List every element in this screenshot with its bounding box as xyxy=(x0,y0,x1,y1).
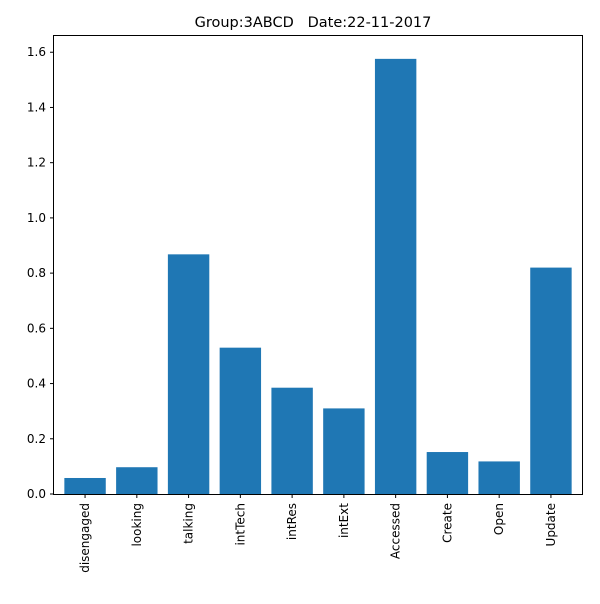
bar-disengaged xyxy=(64,477,106,494)
bar-inttech xyxy=(219,347,262,494)
chart-title: Group:3ABCD Date:22-11-2017 xyxy=(195,15,432,31)
y-tick-label: 1.2 xyxy=(27,156,46,170)
bars-group xyxy=(64,58,572,494)
x-tick-label: Create xyxy=(440,503,454,543)
y-tick-label: 0.2 xyxy=(27,432,46,446)
bar-intres xyxy=(271,387,313,494)
x-tick-label: Accessed xyxy=(389,503,403,559)
bar-open xyxy=(478,461,520,494)
y-tick-label: 0.8 xyxy=(27,266,46,280)
bar-accessed xyxy=(374,58,417,494)
x-tick-label: Update xyxy=(544,503,558,546)
bar-update xyxy=(530,267,572,494)
bar-talking xyxy=(167,254,210,494)
y-axis: 0.0 0.2 0.4 0.6 0.8 1.0 1.2 1.4 1.6 xyxy=(27,45,54,501)
plot-frame xyxy=(53,35,583,495)
bar-intext xyxy=(323,408,365,494)
x-tick-label: Open xyxy=(492,503,506,535)
x-tick-label: intRes xyxy=(285,503,299,540)
y-tick-label: 1.6 xyxy=(27,45,46,59)
x-tick-label: looking xyxy=(130,503,144,547)
x-tick-label: intTech xyxy=(233,503,247,546)
y-tick-label: 0.4 xyxy=(27,377,46,391)
x-tick-label: disengaged xyxy=(78,503,92,573)
y-tick-label: 1.4 xyxy=(27,100,46,114)
y-tick-label: 0.6 xyxy=(27,321,46,335)
y-tick-label: 1.0 xyxy=(27,211,46,225)
bar-looking xyxy=(116,467,158,494)
y-tick-label: 0.0 xyxy=(27,487,46,501)
x-axis: disengaged looking talking intTech intRes int… xyxy=(78,494,558,573)
bar-create xyxy=(426,452,469,494)
x-tick-label: intExt xyxy=(337,503,351,538)
x-tick-label: talking xyxy=(182,503,196,544)
